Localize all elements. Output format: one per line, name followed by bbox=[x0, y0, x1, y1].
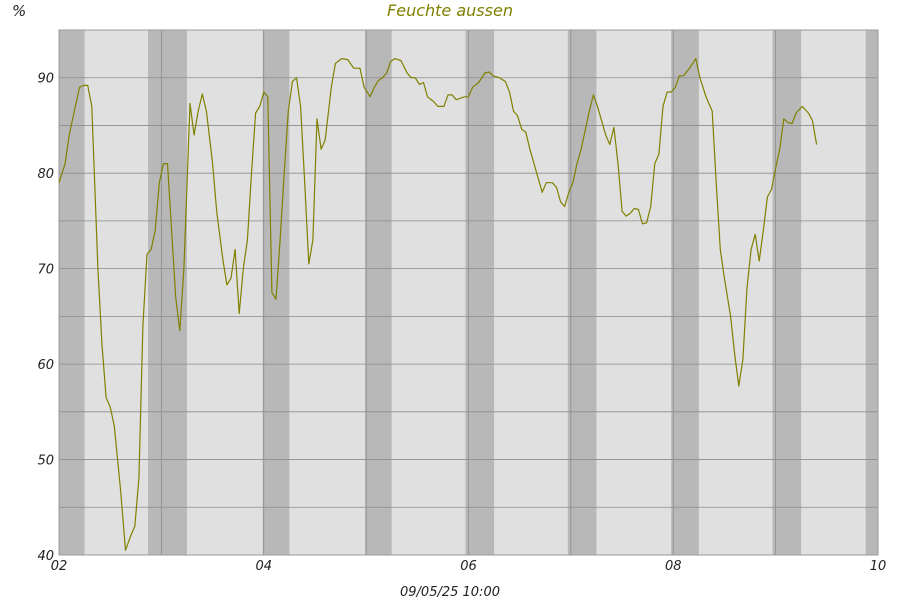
plot-border bbox=[58, 29, 879, 556]
y-tick-label: 90 bbox=[37, 72, 54, 87]
humidity-series-line bbox=[58, 58, 818, 551]
night-band-4 bbox=[465, 30, 495, 555]
y-tick-label: 70 bbox=[37, 263, 54, 278]
x-tick-label: 04 bbox=[255, 559, 272, 574]
x-tick-label: 06 bbox=[460, 559, 477, 574]
grid-lines bbox=[59, 30, 878, 555]
y-tick-label: 40 bbox=[37, 549, 54, 564]
night-band-8 bbox=[865, 30, 878, 555]
night-band-0 bbox=[59, 30, 85, 555]
night-band-1 bbox=[148, 30, 187, 555]
x-tick-label: 02 bbox=[51, 559, 68, 574]
y-tick-label: 60 bbox=[37, 358, 54, 373]
x-tick-label: 08 bbox=[665, 559, 682, 574]
y-axis-label: % bbox=[12, 2, 26, 20]
night-band-6 bbox=[671, 30, 699, 555]
chart-title: Feuchte aussen bbox=[387, 1, 513, 20]
tick-labels: 40 50 60 70 80 90 02 04 06 08 10 bbox=[37, 72, 886, 574]
night-band-5 bbox=[567, 30, 597, 555]
night-band-3 bbox=[365, 30, 392, 555]
night-band-7 bbox=[772, 30, 802, 555]
x-axis-label: 09/05/25 10:00 bbox=[400, 585, 500, 600]
y-tick-label: 50 bbox=[37, 454, 54, 469]
x-tick-label: 10 bbox=[870, 559, 887, 574]
night-bands bbox=[59, 30, 878, 555]
y-tick-label: 80 bbox=[37, 167, 54, 182]
